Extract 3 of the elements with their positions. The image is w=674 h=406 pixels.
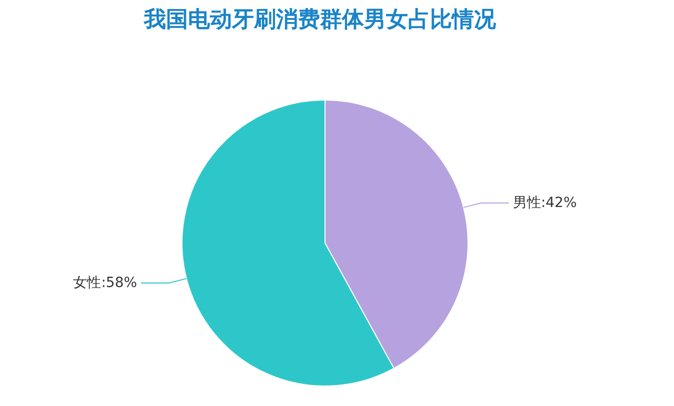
- slice-label: 男性:42%: [512, 194, 577, 211]
- chart-title: 我国电动牙刷消费群体男女占比情况: [143, 8, 497, 32]
- slice-label: 女性:58%: [73, 275, 138, 292]
